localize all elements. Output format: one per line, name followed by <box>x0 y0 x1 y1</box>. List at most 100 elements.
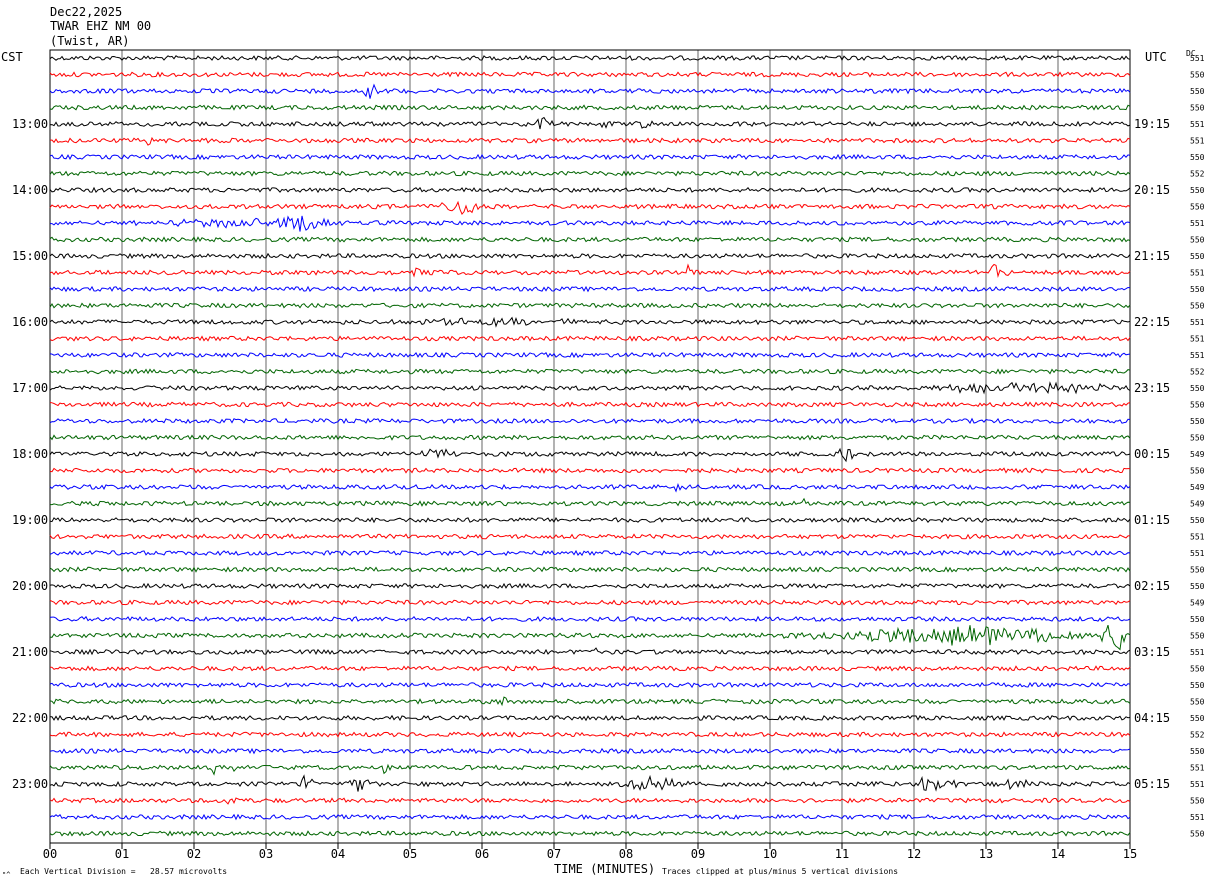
dc-value-15: 550 <box>1190 302 1205 311</box>
trace-0 <box>49 54 1131 62</box>
header-date: Dec22,2025 <box>50 5 123 19</box>
trace-9 <box>49 200 1131 216</box>
x-tick-label-12: 12 <box>907 847 921 861</box>
trace-42 <box>49 747 1131 755</box>
right-hour-label-7: 02:15 <box>1134 579 1170 593</box>
x-tick-label-11: 11 <box>835 847 849 861</box>
dc-value-43: 551 <box>1190 764 1205 773</box>
trace-15 <box>49 302 1131 309</box>
trace-30 <box>49 549 1131 557</box>
dc-value-11: 550 <box>1190 236 1205 245</box>
dc-value-28: 550 <box>1190 516 1205 525</box>
dc-value-2: 550 <box>1190 87 1205 96</box>
left-hour-label-4: 17:00 <box>12 381 48 395</box>
dc-value-26: 549 <box>1190 483 1205 492</box>
trace-3 <box>49 104 1131 111</box>
x-tick-label-10: 10 <box>763 847 777 861</box>
x-axis-title: TIME (MINUTES) <box>554 862 656 876</box>
dc-value-30: 551 <box>1190 549 1205 558</box>
dc-value-27: 549 <box>1190 500 1205 509</box>
left-hour-label-9: 22:00 <box>12 711 48 725</box>
right-hour-label-1: 20:15 <box>1134 183 1170 197</box>
trace-47 <box>49 830 1131 837</box>
left-hour-label-0: 13:00 <box>12 117 48 131</box>
x-tick-label-02: 02 <box>187 847 201 861</box>
left-hour-label-5: 18:00 <box>12 447 48 461</box>
header-station: TWAR EHZ NM 00 <box>50 19 152 33</box>
right-hour-label-8: 03:15 <box>1134 645 1170 659</box>
x-tick-label-01: 01 <box>115 847 129 861</box>
trace-22 <box>49 417 1131 425</box>
trace-5 <box>49 136 1131 146</box>
x-tick-label-08: 08 <box>619 847 633 861</box>
trace-32 <box>49 582 1131 590</box>
dc-value-40: 550 <box>1190 714 1205 723</box>
left-hour-label-2: 15:00 <box>12 249 48 263</box>
right-hour-label-6: 01:15 <box>1134 513 1170 527</box>
dc-value-35: 550 <box>1190 632 1205 641</box>
header-location: (Twist, AR) <box>50 34 130 48</box>
dc-value-13: 551 <box>1190 269 1205 278</box>
trace-40 <box>50 714 1131 722</box>
dc-value-22: 550 <box>1190 417 1205 426</box>
dc-value-42: 550 <box>1190 747 1205 756</box>
trace-43 <box>49 763 1131 776</box>
dc-value-12: 550 <box>1190 252 1205 261</box>
trace-44 <box>49 774 1131 792</box>
dc-value-18: 551 <box>1190 351 1205 360</box>
dc-value-25: 550 <box>1190 467 1205 476</box>
dc-value-45: 550 <box>1190 797 1205 806</box>
dc-value-16: 551 <box>1190 318 1205 327</box>
x-tick-label-15: 15 <box>1123 847 1137 861</box>
trace-28 <box>49 516 1131 524</box>
right-hour-label-5: 00:15 <box>1134 447 1170 461</box>
dc-value-10: 551 <box>1190 219 1205 228</box>
trace-26 <box>49 482 1131 493</box>
trace-19 <box>49 368 1131 375</box>
dc-value-24: 549 <box>1190 450 1205 459</box>
trace-34 <box>49 615 1131 623</box>
trace-27 <box>50 497 1131 507</box>
left-hour-label-6: 19:00 <box>12 513 48 527</box>
trace-17 <box>49 335 1131 342</box>
x-tick-label-04: 04 <box>331 847 345 861</box>
right-hour-label-10: 05:15 <box>1134 777 1170 791</box>
x-tick-label-06: 06 <box>475 847 489 861</box>
trace-7 <box>49 170 1131 177</box>
right-hour-label-4: 23:15 <box>1134 381 1170 395</box>
x-tick-label-03: 03 <box>259 847 273 861</box>
trace-33 <box>49 599 1131 606</box>
dc-value-38: 550 <box>1190 681 1205 690</box>
dc-value-23: 550 <box>1190 434 1205 443</box>
dc-value-44: 551 <box>1190 780 1205 789</box>
right-hour-label-9: 04:15 <box>1134 711 1170 725</box>
dc-value-46: 551 <box>1190 813 1205 822</box>
trace-35 <box>49 624 1131 651</box>
trace-38 <box>49 681 1131 689</box>
dc-value-32: 550 <box>1190 582 1205 591</box>
left-hour-label-1: 14:00 <box>12 183 48 197</box>
x-tick-label-05: 05 <box>403 847 417 861</box>
trace-12 <box>49 252 1131 260</box>
left-hour-label-3: 16:00 <box>12 315 48 329</box>
dc-value-8: 550 <box>1190 186 1205 195</box>
plot-frame <box>49 49 1131 844</box>
trace-11 <box>49 236 1131 243</box>
right-timezone-label: UTC <box>1145 50 1167 64</box>
x-tick-label-13: 13 <box>979 847 993 861</box>
trace-14 <box>49 285 1131 293</box>
trace-45 <box>49 797 1131 805</box>
right-hour-label-3: 22:15 <box>1134 315 1170 329</box>
trace-16 <box>49 316 1131 328</box>
trace-13 <box>49 263 1131 278</box>
trace-8 <box>49 186 1131 194</box>
dc-value-47: 550 <box>1190 830 1205 839</box>
footer-scale-note: Each Vertical Division = 28.57 microvolt… <box>20 867 228 876</box>
trace-29 <box>49 533 1131 540</box>
left-hour-label-10: 23:00 <box>12 777 48 791</box>
dc-value-41: 552 <box>1190 731 1205 740</box>
dc-value-37: 550 <box>1190 665 1205 674</box>
right-hour-label-2: 21:15 <box>1134 249 1170 263</box>
trace-21 <box>49 401 1131 408</box>
